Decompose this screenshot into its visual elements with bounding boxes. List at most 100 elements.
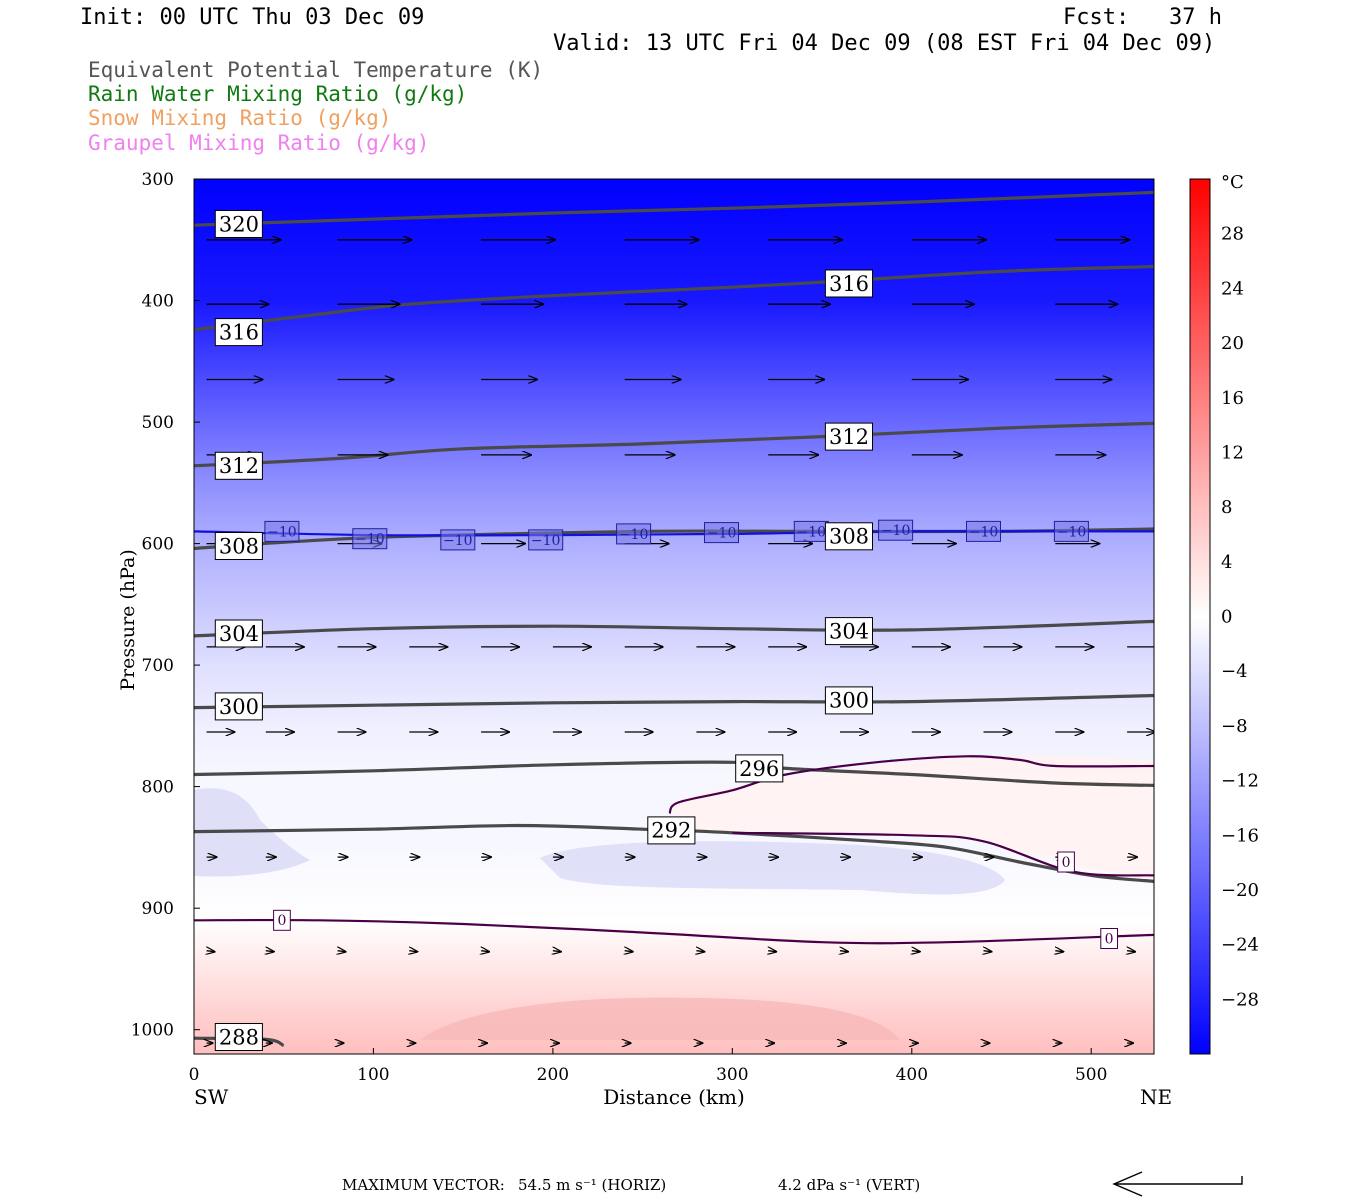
wind-vectors [207, 240, 1154, 1043]
reference-vector [1112, 1171, 1243, 1197]
x-axis: 0 100 200 300 400 500 [189, 1048, 1107, 1085]
x-tick-label-0: 0 [189, 1065, 200, 1085]
temp-contour-3 [732, 831, 1154, 877]
temp-label-0-5-box [704, 522, 739, 544]
theta-e-label-304-a-box [214, 619, 263, 648]
wind-vector-8-7 [696, 951, 704, 952]
theta-e-label-316-a-box [214, 318, 263, 347]
wind-vector-8-2 [338, 951, 346, 952]
init-time: Init: 00 UTC Thu 03 Dec 09 [80, 5, 425, 30]
cross-section-chart: −10 −10 −10 −10 −10 −10 −10 −10 −10 −10 0 0 0 320 316… [117, 170, 1259, 1109]
wind-vector-8-12 [1055, 951, 1063, 952]
temp-label-0-8-box [966, 520, 1001, 542]
y-tick-label-800: 800 [142, 778, 174, 798]
colorbar-ticks: 28 24 20 16 12 8 4 0 −4 −8 −12 −16 −20 −24 −28 [1221, 224, 1259, 1011]
temp-label-0-5: −10 [707, 526, 737, 542]
wind-vector-8-9 [840, 951, 848, 952]
theta-e-label-312-a-box [214, 451, 263, 480]
x-tick-label-300: 300 [716, 1065, 748, 1085]
colorbar-tick-2: 20 [1221, 333, 1244, 354]
forecast-hour: Fcst: 37 h [1063, 5, 1222, 30]
wind-vector-8-8 [768, 951, 776, 952]
temp-label-0-3: −10 [531, 533, 561, 549]
valid-time: Valid: 13 UTC Fri 04 Dec 09 (08 EST Fri … [553, 31, 1216, 56]
y-tick-label-300: 300 [142, 170, 174, 190]
wind-vector-8-1 [266, 951, 274, 952]
temp-label-0-2: −10 [443, 533, 473, 549]
temp-contour-2 [668, 755, 1154, 815]
temp-label-1-1: 0 [1105, 931, 1114, 947]
theta-e-label-308-a: 308 [219, 534, 259, 558]
theta-e-label-316-b: 316 [829, 272, 869, 296]
warm-anomaly-northeast [670, 755, 1154, 880]
temp-label-1-0-box [273, 909, 291, 931]
temp-label-3-0: 0 [1062, 855, 1071, 871]
temp-label-0-9-box [1053, 520, 1089, 542]
temp-label-0-2-box [440, 529, 476, 551]
temperature-field [194, 179, 1154, 1054]
wind-vector-8-6 [625, 951, 633, 952]
theta-e-label-300-a-box [214, 692, 263, 721]
theta-e-label-312-b: 312 [829, 425, 869, 449]
colorbar-tick-11: −16 [1221, 825, 1259, 846]
theta-e-contour-300 [194, 693, 1154, 710]
x-tick-label-400: 400 [896, 1065, 928, 1085]
ne-label: NE [1140, 1085, 1172, 1109]
y-axis: 300 400 500 600 700 800 900 1000 [131, 170, 200, 1041]
temp-label-0-4: −10 [619, 527, 649, 543]
field-anomalies [194, 755, 1154, 1040]
colorbar-tick-5: 8 [1221, 497, 1232, 518]
colorbar-tick-10: −12 [1221, 771, 1259, 792]
theta-e-label-288-a: 288 [219, 1025, 259, 1049]
theta-e-label-296-a: 296 [739, 757, 779, 781]
colorbar-tick-3: 16 [1221, 388, 1244, 409]
plot-frame [193, 178, 1155, 1055]
theta-e-label-308-b-box [824, 522, 874, 551]
theta-e-label-320-a: 320 [219, 212, 259, 236]
y-tick-label-500: 500 [142, 413, 174, 433]
temp-label-0-0: −10 [267, 524, 297, 540]
colorbar-tick-1: 24 [1221, 278, 1244, 299]
temp-label-0-6: −10 [797, 524, 827, 540]
legend-rain-water: Rain Water Mixing Ratio (g/kg) [88, 82, 468, 106]
temp-label-0-1-box [352, 528, 388, 550]
reference-vector-arrow [1112, 1171, 1243, 1197]
theta-e-label-304-b: 304 [829, 619, 869, 643]
temp-label-0-1: −10 [355, 532, 385, 548]
theta-e-contour-312 [194, 421, 1154, 468]
y-axis-title: Pressure (hPa) [117, 549, 139, 691]
x-tick-label-200: 200 [537, 1065, 569, 1085]
y-tick-label-700: 700 [142, 656, 174, 676]
max-vector-horiz: 54.5 m s⁻¹ (HORIZ) [518, 1176, 667, 1194]
temp-label-0-7-box [878, 519, 914, 541]
colorbar [1189, 178, 1211, 1055]
legend-graupel: Graupel Mixing Ratio (g/kg) [88, 131, 430, 155]
theta-e-label-304-b-box [824, 617, 874, 646]
colorbar-tick-7: 0 [1221, 607, 1232, 628]
theta-e-label-320-a-box [214, 210, 263, 238]
colorbar-tick-6: 4 [1221, 552, 1232, 573]
theta-e-label-300-b-box [824, 686, 874, 715]
temp-contour-1 [194, 918, 1154, 945]
theta-e-label-300-b: 300 [829, 689, 869, 713]
theta-e-label-316-a: 316 [219, 321, 259, 345]
theta-e-label-312-a: 312 [219, 454, 259, 478]
temp-label-1-0: 0 [277, 913, 286, 929]
theta-e-label-292-a: 292 [651, 819, 691, 843]
theta-e-contour-316 [194, 264, 1154, 332]
y-tick-label-600: 600 [142, 535, 174, 555]
temp-label-0-4-box [616, 523, 652, 545]
theta-e-label-316-b-box [824, 269, 874, 298]
y-tick-label-400: 400 [142, 292, 174, 312]
theta-e-contour-304 [194, 619, 1154, 638]
theta-e-label-288-a-box [214, 1023, 263, 1051]
colorbar-tick-13: −24 [1221, 935, 1259, 956]
colorbar-tick-9: −8 [1221, 716, 1248, 737]
theta-e-label-312-b-box [824, 422, 874, 451]
theta-e-label-304-a: 304 [219, 622, 259, 646]
theta-e-label-292-a-box [647, 816, 696, 845]
max-vector-label: MAXIMUM VECTOR: [342, 1176, 505, 1194]
wind-vector-8-10 [912, 951, 920, 952]
max-vector-vert: 4.2 dPa s⁻¹ (VERT) [778, 1176, 921, 1194]
theta-e-label-308-a-box [214, 532, 263, 560]
